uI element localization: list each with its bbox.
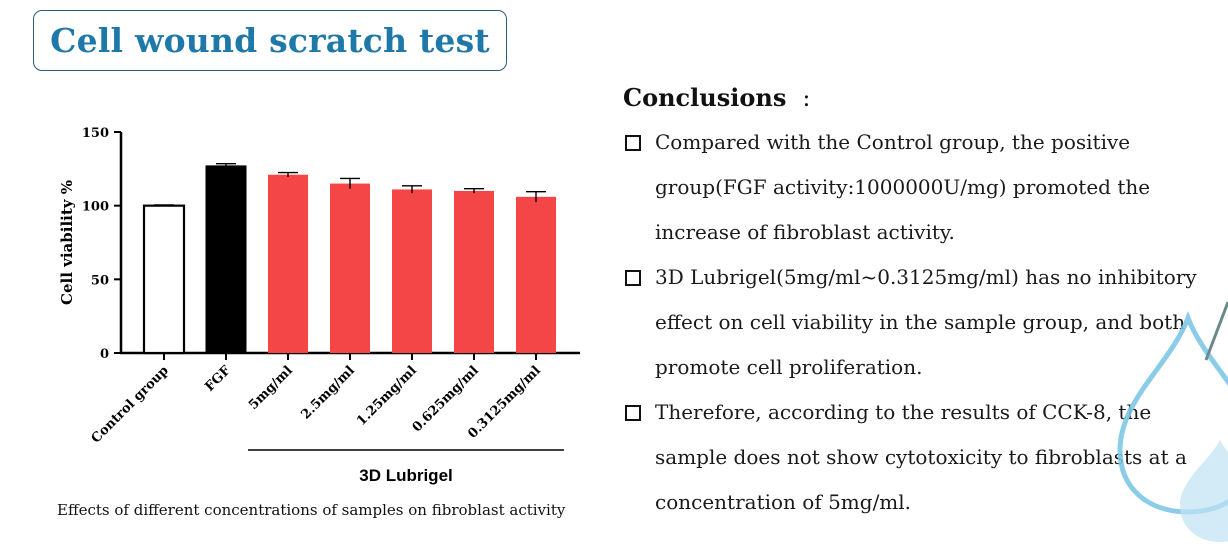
- water-drop-decoration: [1117, 301, 1228, 542]
- bar: [516, 196, 556, 353]
- bar: [142, 204, 186, 355]
- decor-line: [1204, 301, 1228, 361]
- x-tick-label: 5mg/ml: [246, 363, 296, 413]
- conclusions-colon: :: [802, 84, 811, 112]
- bar-chart: 0 50 100 150 Cell viability % Control group FG…: [58, 126, 580, 485]
- page-title: Cell wound scratch test: [50, 21, 490, 60]
- conclusion-item-1: Compared with the Control group, the pos…: [623, 120, 1213, 255]
- conclusions-heading: Conclusions:: [623, 80, 1213, 116]
- group-label: 3D Lubrigel: [359, 466, 453, 485]
- bar: [392, 189, 432, 353]
- bar: [330, 183, 370, 353]
- y-tick-label: 100: [82, 200, 109, 215]
- x-tick-label: FGF: [202, 363, 234, 395]
- conclusion-item-3: Therefore, according to the results of C…: [623, 390, 1213, 525]
- bar: [268, 174, 308, 353]
- conclusions-panel: Conclusions: Compared with the Control g…: [623, 80, 1213, 525]
- bar: [454, 190, 494, 353]
- checkbox-square-icon: [625, 270, 641, 286]
- y-tick-label: 50: [91, 273, 109, 288]
- chart-caption: Effects of different concentrations of s…: [57, 501, 566, 519]
- conclusion-text-1: Compared with the Control group, the pos…: [655, 130, 1151, 244]
- conclusion-item-2: 3D Lubrigel(5mg/ml~0.3125mg/ml) has no i…: [623, 255, 1213, 390]
- checkbox-square-icon: [625, 135, 641, 151]
- y-tick-label: 0: [100, 347, 109, 362]
- conclusion-text-2: 3D Lubrigel(5mg/ml~0.3125mg/ml) has no i…: [655, 265, 1197, 379]
- title-box: Cell wound scratch test: [33, 10, 507, 71]
- bar: [205, 165, 247, 354]
- x-tick-label: Control group: [89, 363, 172, 446]
- y-tick-label: 150: [82, 126, 109, 141]
- water-drop-small-icon: [1180, 440, 1228, 542]
- x-tick-label: 2.5mg/ml: [298, 363, 357, 422]
- checkbox-square-icon: [625, 405, 641, 421]
- conclusion-text-3: Therefore, according to the results of C…: [655, 400, 1187, 514]
- x-tick-label: 1.25mg/ml: [354, 363, 420, 429]
- y-axis-label: Cell viability %: [58, 180, 76, 305]
- conclusions-heading-text: Conclusions: [623, 83, 787, 112]
